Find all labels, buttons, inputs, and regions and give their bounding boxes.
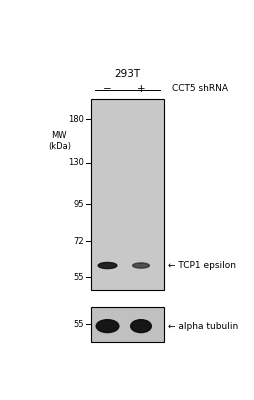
Text: 293T: 293T [114,69,140,79]
Text: CCT5 shRNA: CCT5 shRNA [171,84,228,93]
Text: 55: 55 [74,320,84,329]
Ellipse shape [133,263,149,268]
Text: +: + [137,84,145,94]
Text: 55: 55 [74,273,84,282]
Text: MW
(kDa): MW (kDa) [48,131,71,150]
Text: 72: 72 [74,237,84,246]
Ellipse shape [131,320,151,332]
Text: 180: 180 [68,115,84,124]
Text: −: − [103,84,112,94]
Ellipse shape [98,262,117,268]
Text: ← alpha tubulin: ← alpha tubulin [168,322,238,331]
Ellipse shape [96,320,119,332]
Bar [91,307,164,342]
Text: 130: 130 [68,158,84,167]
Text: 95: 95 [74,200,84,209]
Bar [91,99,164,290]
Text: ← TCP1 epsilon: ← TCP1 epsilon [168,261,235,270]
